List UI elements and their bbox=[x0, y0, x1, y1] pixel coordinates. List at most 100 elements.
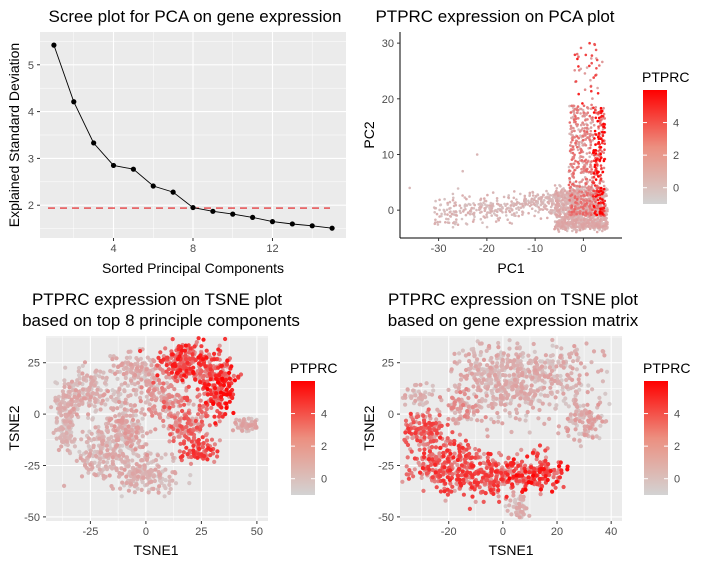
tsne-point bbox=[140, 444, 145, 449]
pca-point bbox=[579, 218, 583, 222]
tsne-point bbox=[236, 374, 241, 379]
tsne-point bbox=[550, 337, 555, 343]
pca-point bbox=[576, 123, 579, 126]
tsne-point bbox=[556, 424, 562, 429]
tsne-point bbox=[163, 478, 168, 483]
tsne-point bbox=[584, 372, 589, 377]
pca-point bbox=[505, 207, 509, 210]
tsne-point bbox=[198, 415, 204, 420]
tsne-point bbox=[212, 357, 217, 362]
tsne-point bbox=[587, 409, 592, 415]
tsne-point bbox=[231, 410, 236, 416]
pca-point bbox=[577, 128, 580, 131]
tsne-point bbox=[144, 457, 149, 462]
pca-point bbox=[589, 126, 593, 129]
scree-x-label: Sorted Principal Components bbox=[102, 260, 284, 276]
pca-point bbox=[564, 227, 568, 230]
pca-point bbox=[531, 200, 534, 203]
pca-point bbox=[578, 130, 582, 133]
pca-point bbox=[575, 197, 579, 201]
tsne-point bbox=[120, 471, 125, 476]
tsne-point bbox=[197, 446, 202, 451]
tsne-point bbox=[496, 419, 501, 424]
pca-point bbox=[555, 213, 558, 216]
tsne-point bbox=[464, 367, 469, 373]
tsne-point bbox=[181, 441, 186, 446]
tsne-point bbox=[135, 474, 140, 479]
tsne-point bbox=[529, 399, 534, 404]
pca-x-label: PC1 bbox=[497, 260, 524, 276]
tsne-point bbox=[180, 454, 185, 459]
pca-point bbox=[590, 89, 593, 93]
tsne-point bbox=[565, 372, 570, 377]
tsne-point bbox=[517, 504, 522, 509]
pca-point bbox=[497, 218, 501, 222]
pca-point bbox=[574, 80, 578, 83]
pca-point bbox=[433, 211, 437, 214]
tsne-point bbox=[126, 349, 131, 354]
tsne-point bbox=[134, 435, 139, 440]
tsne-point bbox=[116, 474, 122, 479]
pca-point bbox=[605, 222, 608, 226]
scree-point bbox=[309, 223, 315, 229]
pca-point bbox=[581, 212, 585, 216]
tsne-point bbox=[122, 381, 128, 386]
tsne-point bbox=[130, 417, 136, 422]
pca-point bbox=[587, 188, 590, 192]
pca-point bbox=[568, 198, 571, 202]
pca-point bbox=[576, 117, 580, 120]
pca-point bbox=[449, 215, 453, 218]
tsne-point bbox=[235, 425, 240, 430]
pca-point bbox=[606, 209, 609, 213]
pca-point bbox=[573, 195, 577, 198]
pca-point bbox=[596, 163, 599, 166]
tsne-point bbox=[130, 458, 135, 463]
tsne-point bbox=[589, 360, 594, 365]
tsne-point bbox=[219, 405, 224, 410]
tsne-point bbox=[192, 344, 197, 349]
tsne-point bbox=[204, 355, 209, 360]
pca-x-tick-label: 0 bbox=[580, 243, 586, 255]
pca-point bbox=[493, 209, 497, 212]
tsne-point bbox=[158, 472, 163, 477]
pca-point bbox=[597, 132, 601, 135]
pca-point bbox=[464, 213, 468, 217]
tsne-point bbox=[153, 467, 158, 472]
tsne-point bbox=[146, 490, 151, 495]
tsne-point bbox=[586, 383, 591, 388]
pca-point bbox=[594, 74, 597, 77]
tsne-point bbox=[110, 466, 115, 471]
tsne-point bbox=[100, 375, 105, 380]
tsne-point bbox=[183, 353, 188, 358]
pca-point bbox=[580, 190, 584, 194]
tsne-point bbox=[133, 447, 138, 452]
tsne-point bbox=[173, 481, 179, 486]
pca-point bbox=[593, 137, 596, 140]
pca-point bbox=[585, 211, 588, 215]
scree-point bbox=[71, 99, 77, 105]
pca-point bbox=[486, 211, 489, 214]
tsne-point bbox=[121, 372, 126, 377]
pca-point bbox=[570, 220, 573, 224]
tsne-pca-y-tick-label: 25 bbox=[28, 358, 40, 370]
pca-point bbox=[495, 197, 499, 200]
tsne-point bbox=[202, 454, 207, 459]
tsne-point bbox=[101, 459, 106, 464]
tsne-point bbox=[227, 370, 232, 375]
pca-point bbox=[543, 198, 546, 202]
pca-point bbox=[596, 204, 599, 208]
pca-point bbox=[601, 191, 605, 194]
tsne-point bbox=[607, 401, 612, 407]
pca-point bbox=[451, 225, 455, 229]
pca-point bbox=[568, 192, 571, 196]
tsne-point bbox=[124, 441, 129, 446]
pca-point bbox=[594, 178, 598, 181]
tsne-point bbox=[573, 417, 578, 423]
tsne-point bbox=[67, 389, 72, 394]
pca-point bbox=[589, 121, 593, 125]
tsne-point bbox=[178, 368, 183, 373]
tsne-point bbox=[561, 360, 566, 365]
tsne-point bbox=[151, 474, 156, 479]
tsne-point bbox=[466, 395, 471, 401]
pca-point bbox=[599, 189, 603, 193]
